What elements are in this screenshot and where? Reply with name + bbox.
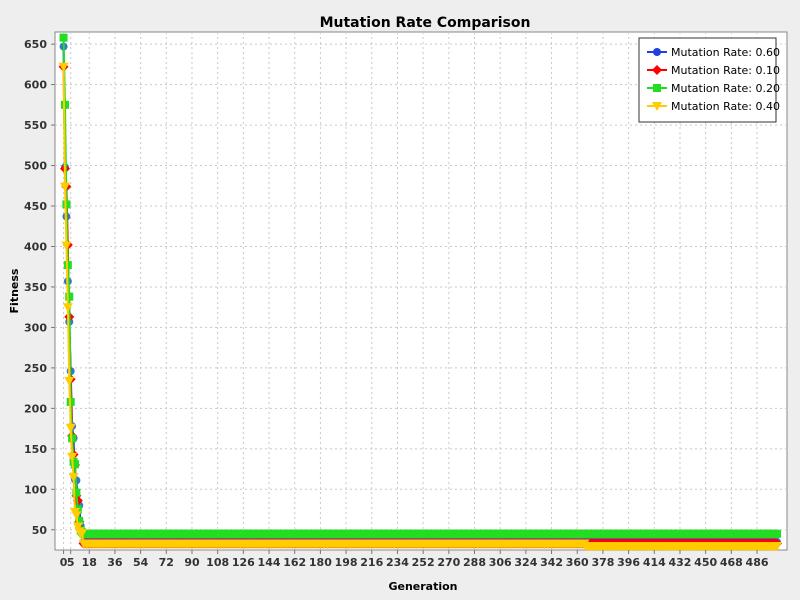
x-tick-label: 5 [67, 556, 75, 569]
x-tick-label: 216 [360, 556, 383, 569]
data-point [72, 522, 83, 532]
legend-item: Mutation Rate: 0.40 [647, 100, 780, 113]
data-point [59, 182, 70, 192]
x-tick-label: 468 [720, 556, 743, 569]
series-4 [58, 62, 783, 551]
axes: 0 5 18 36 54 72 90 108 126 144 162 180 198 216 234 252 2… [24, 38, 769, 569]
x-tick-label: 90 [184, 556, 200, 569]
x-tick-label: 72 [159, 556, 174, 569]
x-tick-label: 288 [463, 556, 486, 569]
x-tick-label: 342 [540, 556, 563, 569]
chart-title: Mutation Rate Comparison [320, 15, 531, 31]
data-point [58, 62, 69, 72]
legend-marker [652, 65, 662, 75]
x-tick-label: 396 [617, 556, 640, 569]
x-tick-label: 378 [591, 556, 614, 569]
x-tick-label: 324 [514, 556, 537, 569]
legend-label: Mutation Rate: 0.40 [671, 100, 780, 113]
data-point [72, 488, 81, 497]
x-tick-label: 126 [232, 556, 255, 569]
y-tick-label: 150 [24, 443, 47, 456]
series-3 [59, 33, 782, 538]
x-tick-label: 450 [694, 556, 717, 569]
x-tick-label: 306 [489, 556, 512, 569]
series-layer [58, 33, 783, 551]
x-tick-label: 414 [643, 556, 666, 569]
data-point [62, 303, 73, 313]
y-tick-label: 650 [24, 38, 47, 51]
legend-label: Mutation Rate: 0.10 [671, 64, 780, 77]
data-point [68, 473, 79, 483]
legend-label: Mutation Rate: 0.60 [671, 46, 780, 59]
y-axis-label: Fitness [8, 268, 21, 313]
x-tick-label: 432 [668, 556, 691, 569]
data-point [71, 511, 82, 521]
y-tick-label: 350 [24, 281, 47, 294]
x-tick-label: 198 [335, 556, 358, 569]
legend: Mutation Rate: 0.60 Mutation Rate: 0.10 Mu… [638, 37, 780, 123]
legend-item: Mutation Rate: 0.10 [647, 64, 780, 77]
x-tick-label: 180 [309, 556, 332, 569]
x-tick-label: 108 [206, 556, 229, 569]
data-point [65, 423, 76, 433]
data-point [773, 529, 782, 538]
legend-item: Mutation Rate: 0.60 [647, 46, 780, 59]
x-tick-label: 252 [412, 556, 435, 569]
x-tick-label: 486 [746, 556, 769, 569]
y-tick-label: 250 [24, 362, 47, 375]
data-point [75, 516, 84, 525]
x-tick-label: 36 [107, 556, 123, 569]
y-tick-label: 550 [24, 119, 47, 132]
data-point [64, 376, 75, 386]
x-tick-label: 0 [60, 556, 68, 569]
y-tick-label: 500 [24, 160, 47, 173]
x-tick-label: 360 [566, 556, 589, 569]
x-tick-label: 270 [437, 556, 460, 569]
data-point [61, 241, 72, 251]
y-tick-label: 300 [24, 321, 47, 334]
data-point [59, 33, 68, 42]
x-tick-label: 162 [283, 556, 306, 569]
y-tick-label: 200 [24, 402, 47, 415]
legend-label: Mutation Rate: 0.20 [671, 82, 780, 95]
y-tick-label: 50 [32, 524, 48, 537]
x-tick-label: 18 [82, 556, 97, 569]
y-tick-label: 450 [24, 200, 47, 213]
x-tick-label: 54 [133, 556, 149, 569]
data-point [77, 529, 88, 539]
grid [55, 32, 787, 550]
y-tick-label: 100 [24, 483, 47, 496]
y-tick-label: 600 [24, 79, 47, 92]
data-point [772, 541, 783, 551]
x-tick-label: 234 [386, 556, 409, 569]
data-point [70, 460, 79, 469]
x-axis-label: Generation [388, 580, 457, 593]
legend-marker [653, 84, 661, 92]
x-tick-label: 144 [258, 556, 281, 569]
legend-marker [653, 48, 661, 56]
y-tick-label: 400 [24, 240, 47, 253]
legend-item: Mutation Rate: 0.20 [647, 82, 780, 95]
data-point [67, 452, 78, 462]
data-point [65, 292, 74, 301]
legend-marker [652, 102, 662, 111]
